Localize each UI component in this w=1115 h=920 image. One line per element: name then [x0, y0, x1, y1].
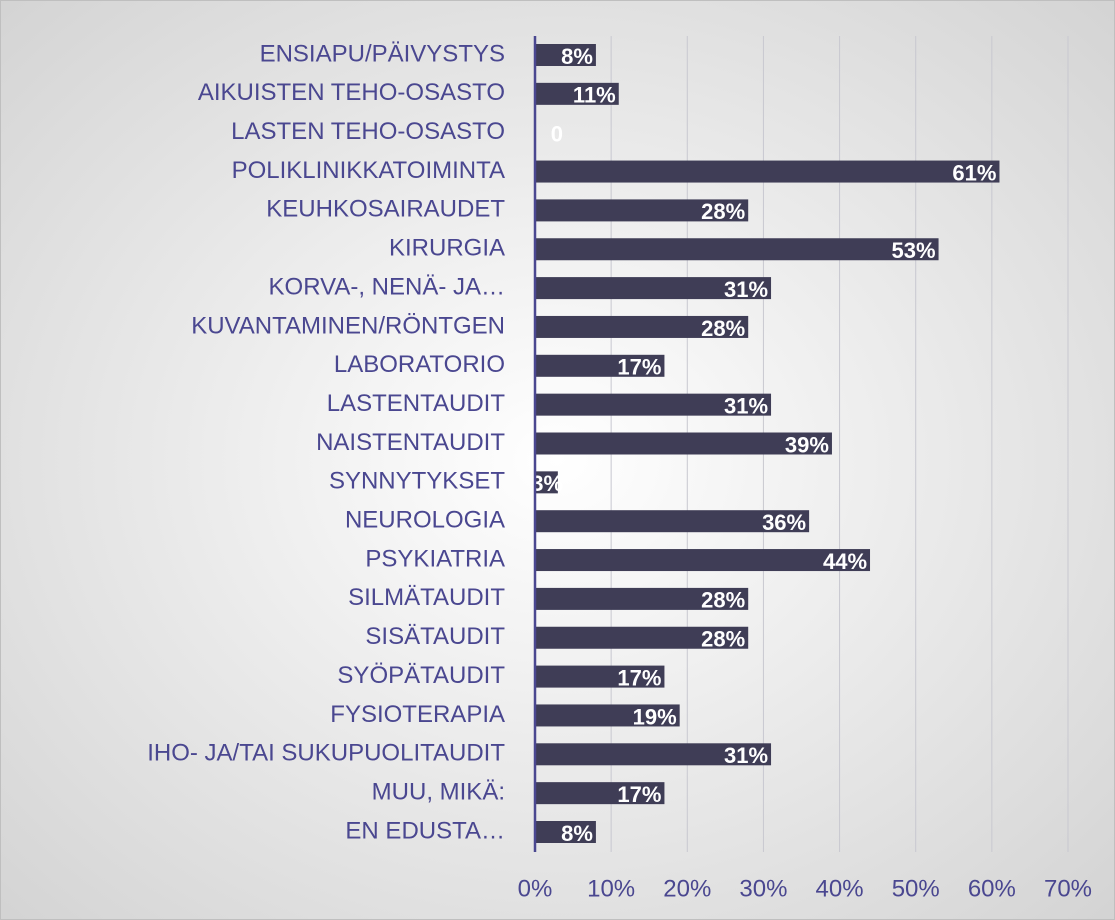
- value-label: 61%: [952, 160, 996, 185]
- x-tick-label: 60%: [968, 875, 1016, 902]
- bar: [535, 277, 772, 300]
- category-label: ENSIAPU/PÄIVYSTYS: [260, 40, 505, 67]
- value-label: 31%: [724, 393, 768, 418]
- value-label: 31%: [724, 743, 768, 768]
- category-label: KORVA-, NENÄ- JA…: [269, 273, 505, 300]
- category-label: AIKUISTEN TEHO-OSASTO: [198, 79, 505, 106]
- bar: [535, 626, 749, 649]
- category-label: EN EDUSTA…: [345, 817, 505, 844]
- bar: [535, 782, 665, 805]
- category-label: PSYKIATRIA: [365, 545, 505, 572]
- value-label: 17%: [617, 355, 661, 380]
- bar: [535, 238, 939, 261]
- category-label: NAISTENTAUDIT: [316, 429, 505, 456]
- category-label: SYÖPÄTAUDIT: [337, 662, 505, 689]
- bar: [535, 471, 558, 494]
- value-label: 28%: [701, 588, 745, 613]
- bar: [535, 432, 832, 455]
- bar: [535, 821, 596, 843]
- value-label: 11%: [573, 83, 616, 108]
- value-label: 0: [551, 122, 563, 147]
- x-tick-label: 50%: [892, 875, 940, 902]
- value-label: 8%: [561, 44, 593, 69]
- bar: [535, 587, 749, 610]
- x-tick-label: 70%: [1044, 875, 1092, 902]
- x-tick-label: 40%: [816, 875, 864, 902]
- category-label: FYSIOTERAPIA: [330, 701, 505, 728]
- bar: [535, 743, 772, 766]
- category-label: IHO- JA/TAI SUKUPUOLITAUDIT: [147, 740, 505, 767]
- category-label: POLIKLINIKKATOIMINTA: [232, 157, 505, 184]
- value-label: 36%: [762, 510, 806, 535]
- bar: [535, 510, 810, 533]
- bar: [535, 549, 871, 572]
- bar: [535, 354, 665, 377]
- category-label: LASTEN TEHO-OSASTO: [231, 118, 505, 145]
- category-label: LABORATORIO: [334, 351, 505, 378]
- bar: [535, 160, 1000, 183]
- value-label: 39%: [785, 432, 829, 457]
- value-label: 17%: [617, 782, 661, 807]
- bar: [535, 199, 749, 222]
- category-label: NEUROLOGIA: [345, 507, 505, 534]
- category-label: KEUHKOSAIRAUDET: [266, 196, 505, 223]
- bar: [535, 665, 665, 688]
- category-label: SISÄTAUDIT: [365, 623, 505, 650]
- category-label: SYNNYTYKSET: [329, 468, 505, 495]
- x-tick-label: 20%: [663, 875, 711, 902]
- value-label: 3%: [531, 471, 563, 496]
- value-label: 19%: [633, 704, 677, 729]
- value-label: 31%: [724, 277, 768, 302]
- bar: [535, 82, 619, 105]
- category-label: SILMÄTAUDIT: [348, 584, 505, 611]
- x-tick-label: 30%: [739, 875, 787, 902]
- category-label: KIRURGIA: [389, 235, 505, 262]
- value-label: 44%: [823, 549, 867, 574]
- category-label: KUVANTAMINEN/RÖNTGEN: [191, 312, 505, 339]
- category-label: LASTENTAUDIT: [327, 390, 506, 417]
- bar: [535, 44, 596, 66]
- bar: [535, 315, 749, 338]
- bar: [535, 393, 772, 416]
- value-label: 28%: [701, 199, 745, 224]
- value-label: 28%: [701, 316, 745, 341]
- value-label: 53%: [892, 238, 936, 263]
- x-tick-label: 10%: [587, 875, 635, 902]
- value-label: 28%: [701, 627, 745, 652]
- x-tick-label: 0%: [518, 875, 553, 902]
- value-label: 17%: [617, 665, 661, 690]
- bar: [535, 704, 680, 727]
- category-label: MUU, MIKÄ:: [372, 778, 505, 805]
- value-label: 8%: [561, 821, 593, 846]
